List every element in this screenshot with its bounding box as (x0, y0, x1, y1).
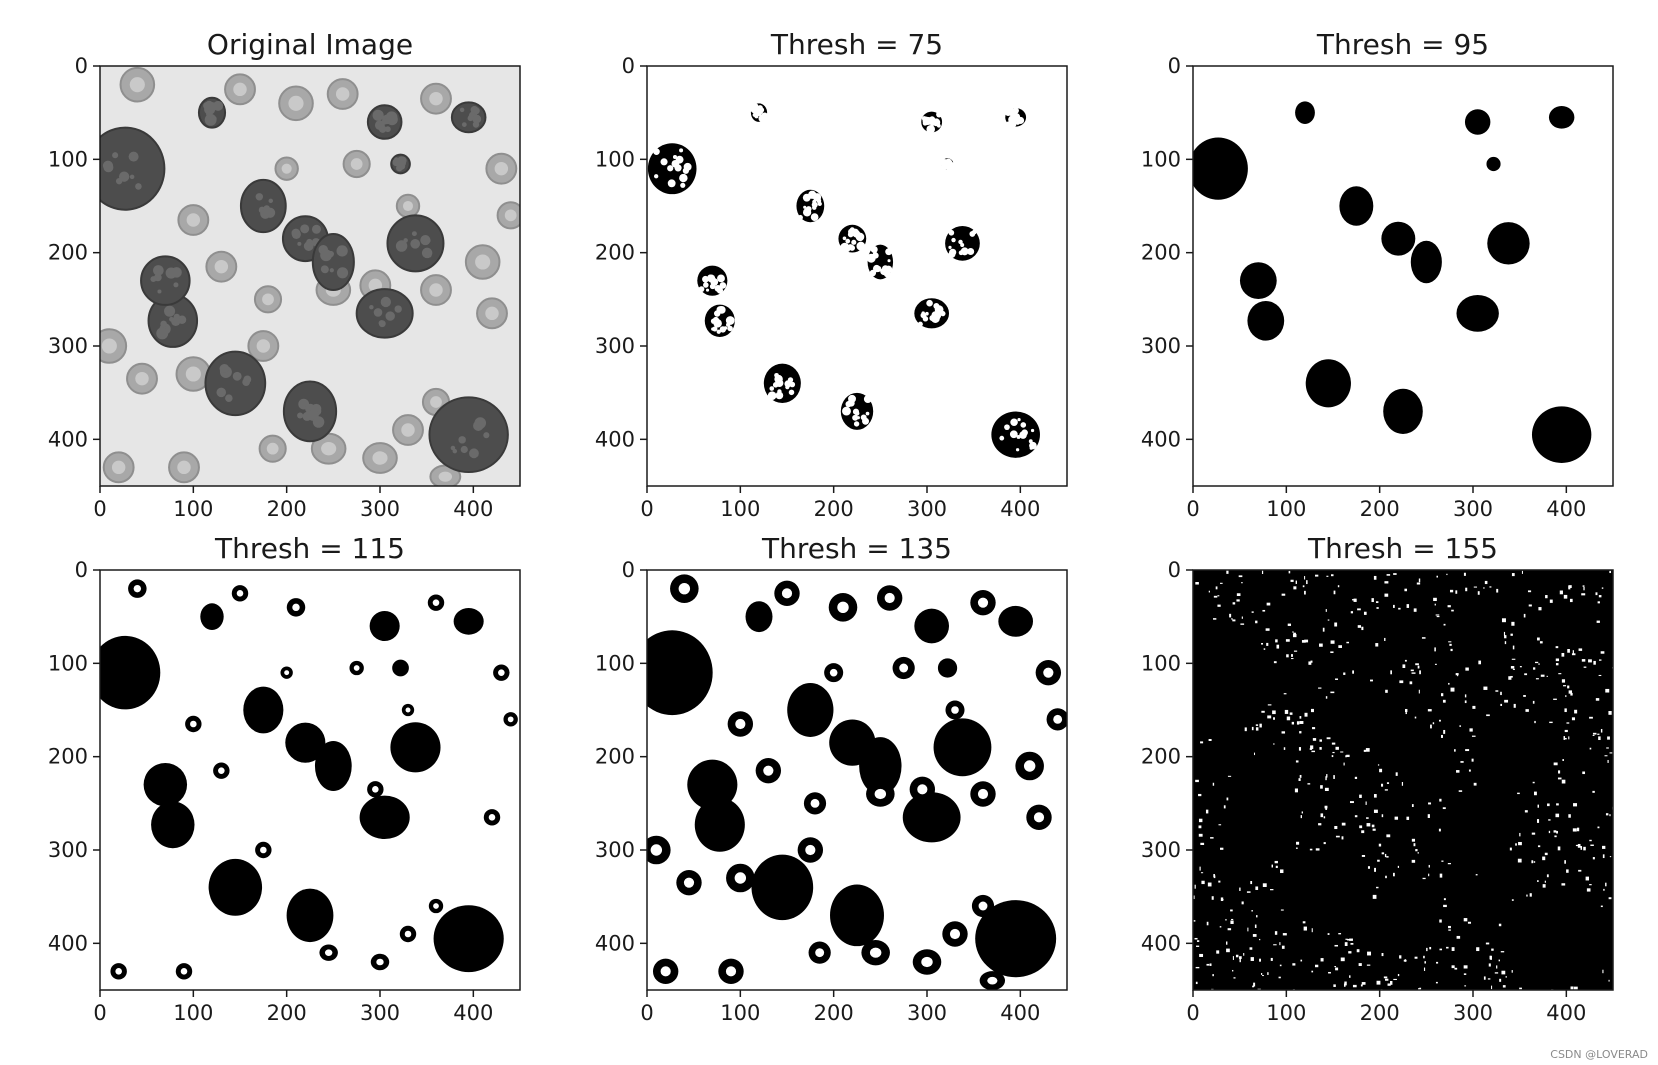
x-tick-label: 200 (814, 1001, 854, 1025)
panel-title: Original Image (207, 28, 413, 61)
x-tick-label: 300 (360, 497, 400, 521)
x-tick-label: 100 (173, 1001, 213, 1025)
axes-frame (99, 569, 521, 991)
x-tick-label: 300 (1453, 1001, 1493, 1025)
y-tick-label: 100 (1141, 651, 1181, 675)
x-tick-label: 100 (720, 1001, 760, 1025)
x-tick-label: 300 (1453, 497, 1493, 521)
y-tick-label: 200 (595, 241, 635, 265)
x-tick-label: 100 (1266, 497, 1306, 521)
panel-1: Original Image 0 100 200 300 400 0 100 200 300 400 (48, 28, 521, 521)
panel-title: Thresh = 155 (1307, 532, 1498, 565)
panel-2: Thresh = 75 0 100 200 300 400 0 100 200 300 400 (595, 28, 1068, 521)
panel-4: Thresh = 115 0 100 200 300 400 0 100 200 300 400 (48, 532, 521, 1025)
panel-3: Thresh = 95 0 100 200 300 400 0 100 200 300 400 (1141, 28, 1614, 521)
x-tick-label: 200 (1360, 1001, 1400, 1025)
y-tick-label: 400 (1141, 931, 1181, 955)
axes-frame (99, 65, 521, 487)
panel-title: Thresh = 95 (1316, 28, 1489, 61)
watermark: CSDN @LOVERAD (1550, 1048, 1648, 1061)
y-tick-label: 400 (1141, 427, 1181, 451)
panel-title: Thresh = 135 (761, 532, 952, 565)
y-tick-label: 0 (1168, 558, 1181, 582)
y-tick-label: 400 (48, 427, 88, 451)
x-tick-label: 0 (1186, 497, 1199, 521)
y-tick-label: 0 (622, 558, 635, 582)
y-tick-label: 300 (48, 838, 88, 862)
x-tick-label: 400 (1000, 497, 1040, 521)
axes-frame (646, 569, 1068, 991)
panel-5: Thresh = 135 0 100 200 300 400 0 100 200 300 400 (595, 532, 1068, 1025)
x-tick-label: 300 (360, 1001, 400, 1025)
y-tick-label: 0 (75, 54, 88, 78)
panel-image (647, 570, 1067, 990)
x-tick-label: 400 (1546, 1001, 1586, 1025)
x-tick-label: 400 (1000, 1001, 1040, 1025)
panel-image (1193, 66, 1613, 486)
y-tick-label: 200 (1141, 745, 1181, 769)
x-tick-label: 100 (720, 497, 760, 521)
y-tick-label: 200 (1141, 241, 1181, 265)
panel-image (100, 570, 520, 990)
y-tick-label: 0 (622, 54, 635, 78)
panel-image (647, 66, 1067, 486)
y-tick-label: 100 (595, 147, 635, 171)
panel-title: Thresh = 115 (214, 532, 405, 565)
y-tick-label: 100 (48, 651, 88, 675)
x-tick-label: 400 (1546, 497, 1586, 521)
x-tick-label: 0 (1186, 1001, 1199, 1025)
y-tick-label: 400 (595, 427, 635, 451)
y-tick-label: 300 (595, 334, 635, 358)
x-tick-label: 0 (640, 1001, 653, 1025)
axes-frame (1192, 569, 1614, 991)
x-tick-label: 200 (267, 497, 307, 521)
y-tick-label: 400 (48, 931, 88, 955)
x-tick-label: 100 (1266, 1001, 1306, 1025)
x-tick-label: 200 (814, 497, 854, 521)
x-tick-label: 300 (907, 497, 947, 521)
panel-title: Thresh = 75 (770, 28, 943, 61)
panel-image (1193, 570, 1613, 990)
x-tick-label: 300 (907, 1001, 947, 1025)
y-tick-label: 0 (75, 558, 88, 582)
y-tick-label: 200 (48, 241, 88, 265)
axes-frame (646, 65, 1068, 487)
y-tick-label: 300 (595, 838, 635, 862)
y-tick-label: 100 (48, 147, 88, 171)
panel-image (100, 66, 520, 486)
y-tick-label: 0 (1168, 54, 1181, 78)
x-tick-label: 200 (267, 1001, 307, 1025)
x-tick-label: 0 (93, 497, 106, 521)
panel-6: Thresh = 155 0 100 200 300 400 0 100 200 300 400 (1141, 532, 1614, 1025)
y-tick-label: 300 (1141, 838, 1181, 862)
y-tick-label: 300 (48, 334, 88, 358)
x-tick-label: 0 (93, 1001, 106, 1025)
y-tick-label: 100 (595, 651, 635, 675)
y-tick-label: 200 (595, 745, 635, 769)
y-tick-label: 200 (48, 745, 88, 769)
axes-frame (1192, 65, 1614, 487)
x-tick-label: 0 (640, 497, 653, 521)
y-tick-label: 100 (1141, 147, 1181, 171)
x-tick-label: 200 (1360, 497, 1400, 521)
x-tick-label: 400 (453, 1001, 493, 1025)
x-tick-label: 400 (453, 497, 493, 521)
y-tick-label: 400 (595, 931, 635, 955)
y-tick-label: 300 (1141, 334, 1181, 358)
x-tick-label: 100 (173, 497, 213, 521)
